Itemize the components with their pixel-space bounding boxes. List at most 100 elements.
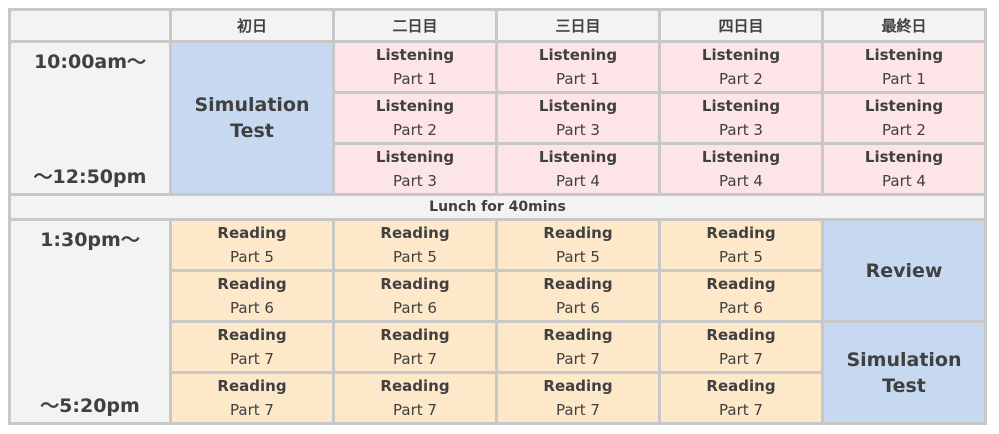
cell-part: Part 5 — [230, 248, 274, 266]
reading-cell: Reading Part 7 — [498, 323, 658, 371]
cell-title: Reading — [380, 224, 450, 242]
reading-cell: Reading Part 6 — [335, 272, 495, 320]
listening-cell: Listening Part 3 — [661, 94, 821, 142]
simulation-test-cell: Simulation Test — [824, 323, 984, 422]
cell-title: Test — [230, 120, 274, 142]
reading-cell: Reading Part 6 — [498, 272, 658, 320]
cell-part: Part 6 — [393, 299, 437, 317]
morning-time: 10:00am～ ～12:50pm — [11, 43, 169, 193]
cell-part: Part 7 — [393, 350, 437, 368]
cell-title: Review — [865, 259, 943, 282]
cell-title: Listening — [864, 46, 944, 64]
reading-cell: Reading Part 5 — [498, 221, 658, 269]
day-header: 最終日 — [824, 11, 984, 40]
cell-part: Part 2 — [882, 121, 926, 139]
cell-part: Part 2 — [393, 121, 437, 139]
cell-part: Part 5 — [719, 248, 763, 266]
header-corner — [11, 11, 169, 40]
cell-title: Listening — [864, 97, 944, 115]
cell-title: Listening — [538, 148, 618, 166]
cell-title: Reading — [380, 275, 450, 293]
listening-cell: Listening Part 1 — [335, 43, 495, 91]
cell-title: Test — [882, 374, 926, 397]
cell-part: Part 1 — [556, 70, 600, 88]
cell-title: Simulation — [194, 94, 310, 116]
cell-part: Part 3 — [719, 121, 763, 139]
cell-title: Reading — [217, 326, 287, 344]
cell-title: Listening — [538, 97, 618, 115]
cell-part: Part 6 — [719, 299, 763, 317]
cell-title: Listening — [375, 148, 455, 166]
reading-cell: Reading Part 5 — [661, 221, 821, 269]
day-header: 二日目 — [335, 11, 495, 40]
listening-cell: Listening Part 1 — [824, 43, 984, 91]
start-time: 10:00am～ — [33, 51, 147, 73]
reading-cell: Reading Part 7 — [172, 323, 332, 371]
cell-title: Reading — [706, 224, 776, 242]
reading-cell: Reading Part 6 — [172, 272, 332, 320]
day-header: 四日目 — [661, 11, 821, 40]
cell-part: Part 6 — [230, 299, 274, 317]
review-cell: Review — [824, 221, 984, 320]
cell-title: Reading — [706, 326, 776, 344]
cell-part: Part 6 — [556, 299, 600, 317]
cell-title: Listening — [701, 46, 781, 64]
cell-part: Part 7 — [719, 350, 763, 368]
cell-part: Part 3 — [556, 121, 600, 139]
cell-part: Part 4 — [556, 172, 600, 190]
cell-title: Listening — [375, 46, 455, 64]
cell-title: Listening — [701, 97, 781, 115]
cell-part: Part 5 — [556, 248, 600, 266]
cell-part: Part 4 — [719, 172, 763, 190]
reading-cell: Reading Part 5 — [335, 221, 495, 269]
day-label: 四日目 — [718, 17, 764, 35]
cell-part: Part 2 — [719, 70, 763, 88]
listening-cell: Listening Part 2 — [824, 94, 984, 142]
listening-cell: Listening Part 2 — [661, 43, 821, 91]
cell-title: Reading — [543, 275, 613, 293]
afternoon-time: 1:30pm～ ～5:20pm — [11, 221, 169, 422]
end-time: ～12:50pm — [33, 166, 147, 188]
cell-title: Reading — [543, 224, 613, 242]
simulation-test-cell: Simulation Test — [172, 43, 332, 193]
cell-part: Part 7 — [556, 401, 600, 419]
cell-title: Listening — [538, 46, 618, 64]
cell-part: Part 5 — [393, 248, 437, 266]
lunch-label: Lunch for 40mins — [429, 199, 566, 215]
listening-cell: Listening Part 2 — [335, 94, 495, 142]
reading-cell: Reading Part 7 — [335, 374, 495, 422]
reading-cell: Reading Part 7 — [661, 323, 821, 371]
cell-part: Part 7 — [230, 350, 274, 368]
cell-title: Reading — [217, 275, 287, 293]
day-label: 二日目 — [392, 17, 438, 35]
cell-title: Reading — [380, 326, 450, 344]
reading-cell: Reading Part 7 — [172, 374, 332, 422]
day-label: 三日目 — [555, 17, 601, 35]
cell-title: Reading — [706, 377, 776, 395]
listening-cell: Listening Part 4 — [661, 145, 821, 193]
cell-title: Reading — [217, 377, 287, 395]
reading-cell: Reading Part 7 — [661, 374, 821, 422]
start-time: 1:30pm～ — [40, 229, 140, 251]
cell-title: Listening — [375, 97, 455, 115]
reading-cell: Reading Part 5 — [172, 221, 332, 269]
cell-part: Part 7 — [556, 350, 600, 368]
reading-cell: Reading Part 7 — [498, 374, 658, 422]
day-label: 初日 — [236, 17, 267, 35]
cell-title: Reading — [217, 224, 287, 242]
cell-title: Listening — [864, 148, 944, 166]
cell-part: Part 7 — [719, 401, 763, 419]
cell-part: Part 1 — [882, 70, 926, 88]
listening-cell: Listening Part 1 — [498, 43, 658, 91]
listening-cell: Listening Part 4 — [824, 145, 984, 193]
cell-title: Listening — [701, 148, 781, 166]
cell-part: Part 7 — [230, 401, 274, 419]
lunch-row: Lunch for 40mins — [11, 196, 984, 218]
day-header: 初日 — [172, 11, 332, 40]
cell-part: Part 1 — [393, 70, 437, 88]
day-header: 三日目 — [498, 11, 658, 40]
listening-cell: Listening Part 4 — [498, 145, 658, 193]
listening-cell: Listening Part 3 — [498, 94, 658, 142]
end-time: ～5:20pm — [40, 395, 140, 417]
cell-title: Simulation — [846, 348, 962, 371]
